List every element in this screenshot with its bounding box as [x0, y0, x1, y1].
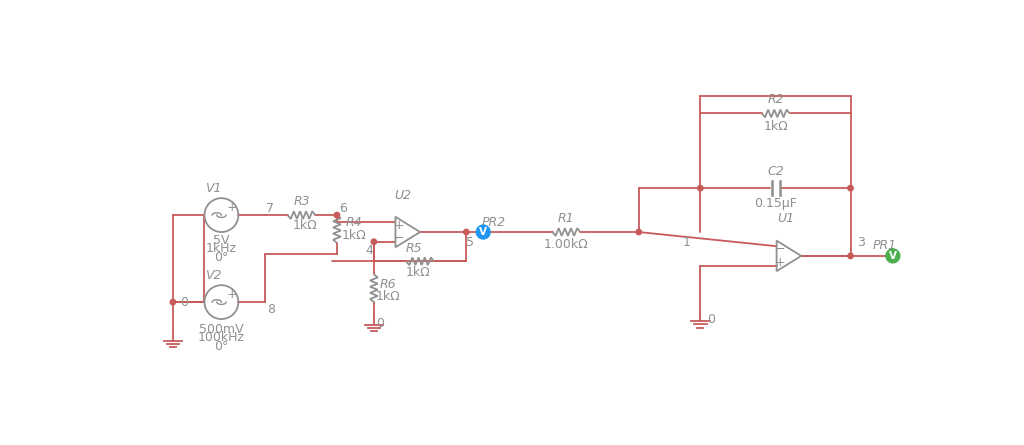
Circle shape [170, 299, 175, 305]
Text: V2: V2 [206, 269, 222, 283]
Circle shape [848, 186, 853, 191]
Text: 7: 7 [266, 202, 274, 215]
Text: 100kHz: 100kHz [198, 331, 245, 344]
Text: 1.00kΩ: 1.00kΩ [544, 238, 589, 251]
Text: 1kΩ: 1kΩ [764, 120, 788, 133]
Text: 0: 0 [179, 295, 187, 309]
Text: V: V [889, 251, 897, 261]
Text: 8: 8 [267, 303, 275, 316]
Text: U2: U2 [394, 189, 412, 202]
Text: 5: 5 [466, 236, 474, 249]
Circle shape [334, 212, 340, 218]
Text: 500mV: 500mV [199, 323, 244, 336]
Text: R5: R5 [406, 243, 422, 255]
Text: R3: R3 [293, 195, 310, 208]
Text: PR1: PR1 [873, 239, 897, 252]
Text: 1kΩ: 1kΩ [376, 290, 400, 303]
Text: V: V [479, 227, 487, 238]
Text: C2: C2 [767, 165, 784, 178]
Text: U1: U1 [777, 212, 795, 226]
Text: 3: 3 [857, 235, 865, 249]
Text: +: + [775, 255, 785, 268]
Text: 1kHz: 1kHz [206, 243, 237, 255]
Text: 1kΩ: 1kΩ [341, 229, 367, 242]
Text: 1kΩ: 1kΩ [292, 219, 317, 232]
Text: 0°: 0° [214, 251, 228, 264]
Text: +: + [394, 219, 404, 232]
Text: 0°: 0° [214, 340, 228, 352]
Text: −: − [775, 243, 785, 256]
Text: R4: R4 [345, 216, 362, 229]
Text: 1: 1 [683, 236, 690, 249]
Text: −: − [394, 232, 404, 245]
Circle shape [636, 229, 641, 235]
Circle shape [476, 225, 490, 239]
Circle shape [886, 249, 900, 263]
Text: R1: R1 [558, 212, 574, 226]
Text: 6: 6 [339, 202, 347, 215]
Text: 0.15μF: 0.15μF [755, 197, 798, 210]
Text: 0: 0 [376, 317, 384, 330]
Text: 4: 4 [366, 244, 373, 258]
Text: 0: 0 [708, 313, 715, 326]
Text: 5V: 5V [213, 234, 229, 247]
Circle shape [371, 239, 377, 244]
Text: PR2: PR2 [482, 215, 506, 229]
Circle shape [697, 186, 703, 191]
Circle shape [848, 253, 853, 259]
Text: V1: V1 [206, 182, 222, 195]
Text: 1kΩ: 1kΩ [407, 266, 431, 279]
Text: R2: R2 [768, 93, 784, 106]
Text: +: + [227, 201, 238, 214]
Text: R6: R6 [380, 278, 396, 291]
Circle shape [464, 229, 469, 235]
Text: +: + [227, 288, 238, 301]
